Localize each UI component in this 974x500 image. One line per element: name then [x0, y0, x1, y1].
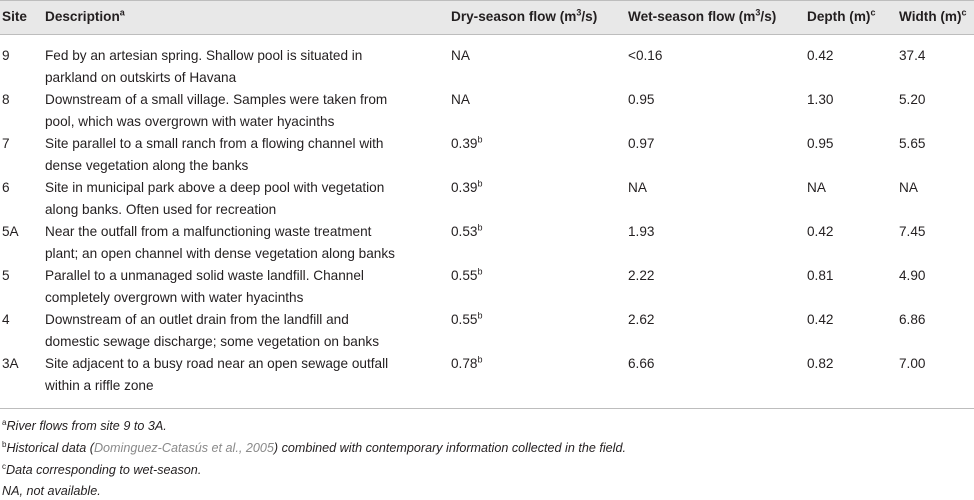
cell-description: Site in municipal park above a deep pool… — [45, 177, 425, 221]
description-line: Downstream of a small village. Samples w… — [45, 92, 388, 107]
cell-width: NA — [899, 180, 918, 195]
description-line: Site adjacent to a busy road near an ope… — [45, 356, 389, 371]
cell-width: 5.20 — [899, 92, 926, 107]
cell-site: 9 — [2, 48, 10, 63]
cell-site: 8 — [2, 92, 10, 107]
header-wet-season-flow: Wet-season flow (m3/s) — [628, 7, 777, 24]
cell-site: 5A — [2, 224, 19, 239]
footnote-c: cData corresponding to wet-season. — [2, 461, 202, 477]
cell-description: Near the outfall from a malfunctioning w… — [45, 221, 425, 265]
cell-depth: 0.82 — [807, 356, 834, 371]
cell-description: Downstream of an outlet drain from the l… — [45, 309, 425, 353]
description-line: Fed by an artesian spring. Shallow pool … — [45, 48, 363, 63]
description-line: Near the outfall from a malfunctioning w… — [45, 224, 372, 239]
cell-dry-flow: 0.53b — [451, 222, 483, 239]
cell-width: 5.65 — [899, 136, 926, 151]
cell-wet-flow: 2.62 — [628, 312, 655, 327]
citation-link[interactable]: Dominguez-Catasús et al., 2005 — [93, 441, 274, 455]
header-rule — [0, 34, 974, 35]
cell-depth: 0.42 — [807, 224, 834, 239]
description-line: Downstream of an outlet drain from the l… — [45, 312, 349, 327]
cell-dry-flow: NA — [451, 48, 470, 63]
cell-depth: 1.30 — [807, 92, 834, 107]
description-line: dense vegetation along the banks — [45, 158, 249, 173]
cell-description: Parallel to a unmanaged solid waste land… — [45, 265, 425, 309]
table-bottom-rule — [0, 408, 974, 409]
description-line: parkland on outskirts of Havana — [45, 70, 237, 85]
cell-width: 37.4 — [899, 48, 926, 63]
cell-depth: NA — [807, 180, 826, 195]
description-line: Site in municipal park above a deep pool… — [45, 180, 385, 195]
description-line: Site parallel to a small ranch from a fl… — [45, 136, 384, 151]
cell-dry-flow: 0.55b — [451, 310, 483, 327]
cell-width: 7.45 — [899, 224, 926, 239]
cell-depth: 0.81 — [807, 268, 834, 283]
cell-wet-flow: 6.66 — [628, 356, 655, 371]
cell-wet-flow: 0.95 — [628, 92, 655, 107]
description-line: domestic sewage discharge; some vegetati… — [45, 334, 379, 349]
cell-dry-flow: 0.78b — [451, 354, 483, 371]
cell-site: 5 — [2, 268, 10, 283]
description-line: within a riffle zone — [45, 378, 154, 393]
cell-depth: 0.42 — [807, 312, 834, 327]
header-depth: Depth (m)c — [807, 7, 876, 24]
cell-description: Downstream of a small village. Samples w… — [45, 89, 425, 133]
cell-depth: 0.42 — [807, 48, 834, 63]
description-line: along banks. Often used for recreation — [45, 202, 277, 217]
cell-wet-flow: 0.97 — [628, 136, 655, 151]
footnote-na: NA, not available. — [2, 484, 101, 498]
cell-description: Fed by an artesian spring. Shallow pool … — [45, 45, 425, 89]
header-site: Site — [2, 9, 27, 24]
cell-site: 6 — [2, 180, 10, 195]
cell-dry-flow: 0.39b — [451, 134, 483, 151]
cell-wet-flow: <0.16 — [628, 48, 663, 63]
cell-dry-flow: 0.39b — [451, 178, 483, 195]
table-header-background — [0, 0, 974, 34]
description-line: pool, which was overgrown with water hya… — [45, 114, 335, 129]
cell-site: 3A — [2, 356, 19, 371]
cell-depth: 0.95 — [807, 136, 834, 151]
cell-description: Site adjacent to a busy road near an ope… — [45, 353, 425, 397]
cell-site: 7 — [2, 136, 10, 151]
cell-dry-flow: NA — [451, 92, 470, 107]
footnote-a: aRiver flows from site 9 to 3A. — [2, 417, 167, 433]
description-line: plant; an open channel with dense vegeta… — [45, 246, 395, 261]
description-line: Parallel to a unmanaged solid waste land… — [45, 268, 364, 283]
description-line: completely overgrown with water hyacinth… — [45, 290, 304, 305]
cell-wet-flow: NA — [628, 180, 647, 195]
cell-width: 7.00 — [899, 356, 926, 371]
cell-width: 6.86 — [899, 312, 926, 327]
cell-wet-flow: 2.22 — [628, 268, 655, 283]
header-description: Descriptiona — [45, 7, 125, 24]
footnote-b: bHistorical data (Dominguez-Catasús et a… — [2, 439, 626, 455]
header-width: Width (m)c — [899, 7, 967, 24]
cell-description: Site parallel to a small ranch from a fl… — [45, 133, 425, 177]
cell-wet-flow: 1.93 — [628, 224, 655, 239]
cell-site: 4 — [2, 312, 10, 327]
cell-width: 4.90 — [899, 268, 926, 283]
cell-dry-flow: 0.55b — [451, 266, 483, 283]
header-dry-season-flow: Dry-season flow (m3/s) — [451, 7, 598, 24]
